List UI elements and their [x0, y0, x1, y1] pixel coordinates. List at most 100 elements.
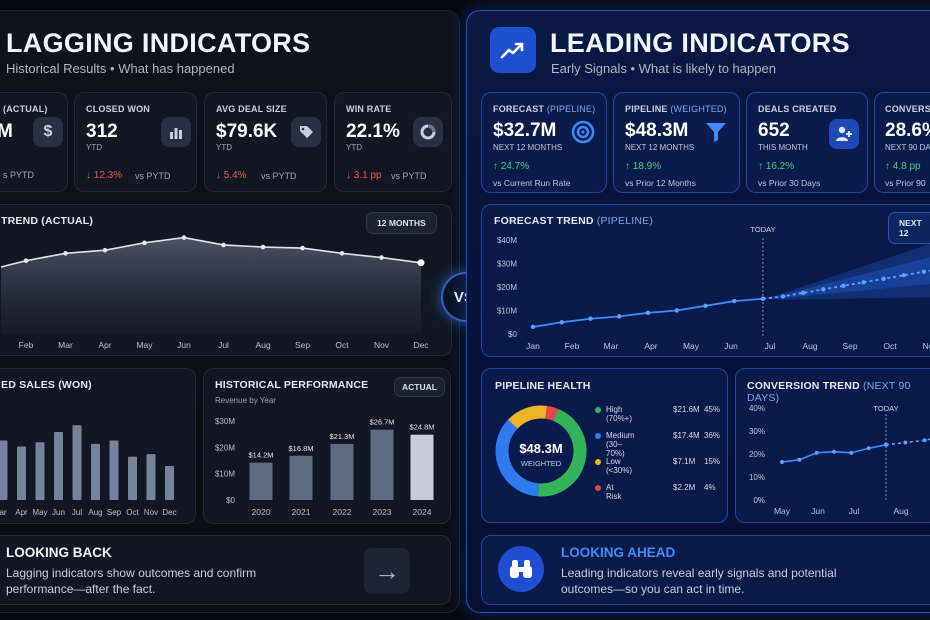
looking-back-text-2: performance—after the fact.: [6, 582, 156, 596]
x-tick-label: May: [683, 341, 700, 351]
forecast-point: [841, 283, 846, 289]
kpi-value: M: [0, 121, 13, 142]
y-tick-label: $0: [508, 330, 517, 339]
kpi-card-closed-won: CLOSED WON 312 YTD ↓ 12.3% vs PYTD: [74, 92, 197, 192]
bar: [54, 432, 63, 500]
donut-label: WEIGHTED: [520, 459, 562, 468]
trend-up-icon: [490, 27, 536, 73]
donut-slice: [508, 405, 548, 429]
kpi-sub: YTD: [86, 143, 102, 152]
data-point: [23, 258, 29, 263]
x-tick-label: Nov: [144, 508, 158, 517]
donut-slice: [495, 419, 540, 497]
range-pill-12-months[interactable]: 12 MONTHS: [366, 212, 437, 234]
legend-dot: [595, 433, 601, 439]
x-tick-label: 2024: [413, 507, 432, 517]
sales-won-card: ED SALES (WON) ar Apr May Jun Jul Aug Sep Oct No…: [0, 368, 196, 524]
series-line: [0, 236, 422, 268]
forecast-point: [922, 438, 927, 443]
kpi-label: WIN RATE: [346, 104, 392, 114]
y-tick-label: 40%: [749, 404, 765, 413]
kpi-card-conversion: CONVERSION 28.6% NEXT 90 DAYS ↑ 4.8 pp v…: [874, 92, 930, 193]
kpi-compare: vs PYTD: [391, 171, 427, 181]
chart-title: FORECAST TREND (PIPELINE): [494, 215, 654, 227]
data-point: [530, 324, 536, 330]
leading-subtitle: Early Signals • What is likely to happen: [551, 61, 776, 76]
arrow-right-icon[interactable]: →: [364, 548, 410, 594]
y-tick-label: 10%: [749, 473, 765, 482]
forecast-point: [881, 276, 886, 281]
data-point: [300, 245, 305, 251]
kpi-value: 312: [86, 121, 118, 142]
y-tick-label: $30M: [215, 417, 235, 426]
legend-percent: 36%: [704, 431, 721, 440]
forecast-point: [861, 280, 866, 285]
y-tick-label: 20%: [749, 450, 765, 459]
legend-dot: [595, 485, 601, 491]
kpi-compare: vs PYTD: [135, 171, 171, 181]
confidence-band-outer: [763, 244, 930, 300]
kpi-delta: ↑ 16.2%: [758, 161, 795, 172]
x-tick-label: Sep: [107, 508, 122, 517]
data-point: [63, 251, 68, 256]
x-tick-label: Oct: [126, 508, 139, 517]
funnel-icon: [704, 120, 728, 149]
x-tick-label: Apr: [15, 508, 28, 517]
y-tick-label: $30M: [497, 260, 517, 269]
chart-title: HISTORICAL PERFORMANCE: [215, 379, 369, 391]
data-point: [102, 247, 108, 253]
legend-name: Medium (30–70%): [606, 431, 635, 458]
donut-slice: [537, 408, 587, 497]
x-tick-label: Feb: [19, 340, 34, 350]
data-label: $21.3M: [329, 432, 354, 441]
data-point: [221, 242, 226, 248]
bar: [35, 442, 45, 500]
conversion-trend-chart: 0% 10% 20% 30% 40% May Jun Jul Aug TODAY: [749, 404, 930, 516]
bar: [91, 443, 100, 500]
bar: [370, 429, 394, 500]
forecast-point: [821, 287, 826, 292]
kpi-value: $32.7M: [493, 120, 557, 141]
kpi-label: (ACTUAL): [3, 104, 48, 114]
kpi-delta: ↓ 5.4%: [216, 170, 247, 181]
donut-slice: [545, 405, 559, 421]
kpi-compare: vs PYTD: [261, 171, 297, 181]
range-pill-next-12[interactable]: NEXT 12: [888, 212, 930, 244]
kpi-sub: THIS MONTH: [758, 143, 808, 152]
pipeline-health-card: PIPELINE HEALTH $48.3M WEIGHTED High (70…: [481, 368, 728, 523]
dollar-icon: $: [33, 117, 63, 147]
data-point: [780, 460, 784, 465]
data-point: [379, 255, 384, 260]
kpi-delta: ↑ 4.8 pp: [885, 161, 921, 172]
kpi-value: $48.3M: [625, 120, 689, 141]
pipeline-donut-chart: [495, 405, 587, 497]
x-tick-label: Mar: [58, 340, 73, 350]
kpi-value: $79.6K: [216, 121, 278, 142]
forecast-point: [901, 273, 906, 278]
legend-amount: $21.6M: [673, 405, 700, 414]
trend-actual-chart: Feb Mar Apr May Jun Jul Aug Sep Oct Nov Dec: [0, 235, 429, 350]
x-tick-label: ar: [0, 508, 7, 517]
donut-hole: [509, 419, 573, 483]
bar: [410, 434, 434, 500]
x-tick-label: Dec: [413, 340, 429, 350]
data-point: [849, 450, 854, 455]
x-tick-label: Jul: [849, 506, 860, 516]
bar: [249, 462, 273, 500]
legend-name: Low (<30%): [606, 457, 633, 475]
kpi-label: DEALS CREATED: [758, 104, 837, 114]
chart-title: ED SALES (WON): [1, 379, 92, 391]
x-tick-label: May: [136, 340, 153, 350]
trend-actual-card: TREND (ACTUAL) 12 MONTHS Feb Mar Apr May Jun…: [0, 204, 452, 356]
bar: [146, 454, 156, 500]
chart-title: PIPELINE HEALTH: [495, 380, 591, 392]
kpi-card-deals-created: DEALS CREATED 652 THIS MONTH ↑ 16.2% vs …: [746, 92, 868, 193]
x-tick-label: Apr: [644, 341, 657, 351]
target-icon: [570, 119, 596, 150]
historical-chart: $0 $10M $20M $30M $14.2M 2020 $16.8M 2021 $21.3M…: [215, 417, 435, 517]
kpi-delta: ↓ 12.3%: [86, 170, 123, 181]
data-point: [339, 251, 345, 256]
y-tick-label: $20M: [497, 283, 517, 292]
kpi-value: 652: [758, 120, 790, 141]
forecast-trend-chart: $0 $10M $20M $30M $40M Jan Feb Mar Apr May Jun Jul A…: [497, 225, 930, 351]
